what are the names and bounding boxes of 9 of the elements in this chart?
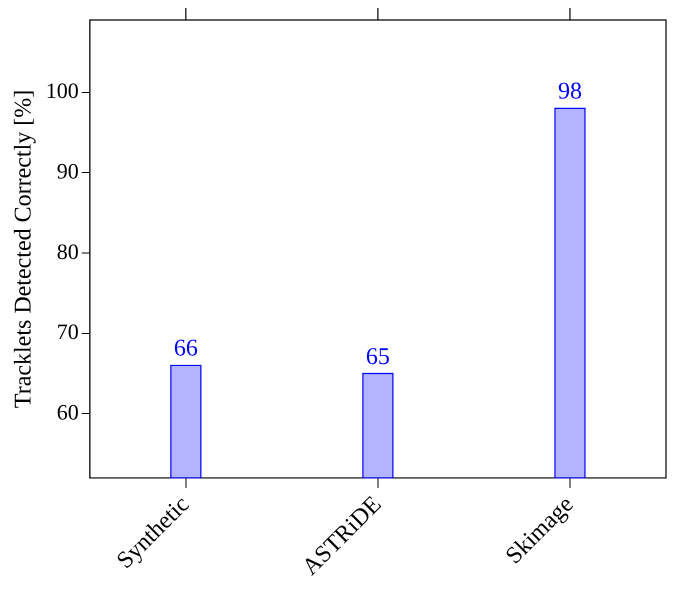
y-axis-title: Tracklets Detected Correctly [%]: [10, 90, 37, 408]
data-label: 66: [174, 336, 198, 362]
y-tick-label: 80: [56, 238, 79, 264]
y-tick-label: 90: [56, 158, 79, 184]
y-tick-label: 100: [46, 78, 79, 104]
data-label: 98: [558, 78, 582, 105]
y-tick-label: 70: [56, 319, 79, 344]
data-label: 65: [366, 344, 390, 370]
y-tick-label: 60: [56, 399, 79, 424]
